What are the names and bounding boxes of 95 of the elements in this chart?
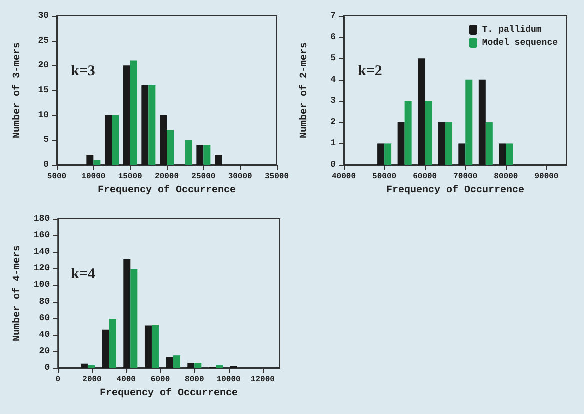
y-tick-label: 0: [330, 160, 336, 170]
y-axis-title: Number of 3-mers: [12, 42, 24, 139]
y-tick-label: 60: [39, 313, 50, 324]
x-tick-label: 80000: [494, 172, 518, 182]
bar: [215, 155, 222, 165]
bar: [102, 330, 110, 368]
legend-label: T. pallidum: [482, 25, 542, 35]
bar: [398, 122, 405, 165]
y-tick-label: 40: [39, 330, 50, 340]
bar: [384, 144, 392, 165]
bar: [152, 324, 159, 368]
bar: [378, 144, 385, 165]
y-tick-label: 2: [330, 117, 336, 128]
bar: [123, 66, 130, 165]
y-tick-label: 0: [44, 363, 50, 373]
annotation: k=3: [71, 64, 96, 80]
x-tick-label: 50000: [372, 172, 397, 182]
bar: [404, 101, 412, 165]
bar: [425, 101, 432, 165]
bar: [124, 260, 131, 368]
x-axis-title: Frequency of Occurrence: [98, 184, 236, 196]
annotation: k=4: [71, 266, 96, 282]
bar: [418, 58, 426, 165]
bar: [94, 160, 101, 165]
bar: [194, 363, 202, 368]
bar: [506, 144, 514, 165]
bar: [188, 363, 195, 368]
bar: [86, 155, 94, 165]
x-tick-label: 40000: [332, 172, 356, 182]
y-tick-label: 180: [34, 214, 50, 224]
y-tick-label: 100: [34, 280, 50, 290]
y-tick-label: 10: [38, 110, 49, 120]
bar: [196, 145, 204, 165]
y-tick-label: 6: [330, 32, 336, 42]
x-tick-label: 60000: [413, 172, 438, 182]
bar: [438, 122, 446, 165]
bar: [173, 356, 180, 368]
x-tick-label: 90000: [534, 172, 559, 182]
y-tick-label: 5: [330, 54, 336, 64]
bar: [80, 364, 88, 368]
bar: [160, 115, 167, 165]
x-tick-label: 15000: [118, 172, 143, 182]
y-tick-label: 7: [330, 11, 336, 21]
y-tick-label: 4: [330, 74, 337, 85]
x-tick-label: 2000: [82, 376, 102, 384]
y-tick-label: 5: [44, 135, 49, 146]
bar: [105, 115, 112, 165]
y-axis-title: Number of 2-mers: [298, 42, 310, 139]
y-tick-label: 20: [39, 346, 50, 356]
x-tick-label: 10000: [82, 172, 106, 182]
y-tick-label: 20: [38, 60, 49, 71]
x-tick-label: 6000: [150, 376, 170, 384]
y-tick-label: 80: [39, 296, 50, 307]
bar: [499, 144, 506, 165]
bar: [166, 357, 174, 368]
x-tick-label: 4000: [116, 376, 136, 384]
y-tick-label: 30: [38, 11, 49, 21]
bar: [458, 144, 466, 165]
x-tick-label: 10000: [216, 376, 241, 384]
bar: [466, 80, 473, 165]
x-tick-label: 30000: [228, 172, 253, 182]
bar: [130, 60, 138, 165]
bar: [445, 122, 452, 165]
x-axis-title: Frequency of Occurrence: [386, 184, 525, 196]
x-tick-label: 0: [56, 376, 61, 384]
bar: [148, 86, 156, 165]
y-tick-label: 3: [330, 96, 336, 106]
bar: [109, 319, 116, 368]
x-tick-label: 12000: [250, 376, 276, 384]
x-tick-label: 25000: [192, 172, 216, 182]
y-tick-label: 140: [34, 247, 50, 258]
x-tick-label: 5000: [47, 172, 67, 182]
bar: [486, 122, 493, 165]
x-tick-label: 35000: [264, 172, 290, 182]
x-tick-label: 70000: [454, 172, 478, 182]
bar: [130, 269, 138, 368]
bar: [185, 140, 192, 165]
bar: [142, 86, 149, 165]
bar: [167, 130, 174, 165]
annotation: k=2: [358, 64, 382, 80]
legend-label: Model sequence: [482, 38, 558, 48]
y-axis-title: Number of 4-mers: [12, 245, 24, 342]
y-tick-label: 1: [330, 138, 337, 149]
bar: [478, 80, 486, 165]
bar: [112, 115, 119, 165]
x-tick-label: 8000: [185, 376, 204, 384]
x-tick-label: 20000: [154, 172, 180, 182]
y-tick-label: 120: [34, 264, 50, 274]
x-axis-title: Frequency of Occurrence: [100, 387, 238, 400]
bar: [204, 145, 211, 165]
bar: [144, 326, 152, 368]
y-tick-label: 25: [38, 36, 49, 46]
y-tick-label: 15: [38, 86, 49, 96]
y-tick-label: 0: [44, 160, 49, 170]
y-tick-label: 160: [34, 230, 50, 241]
